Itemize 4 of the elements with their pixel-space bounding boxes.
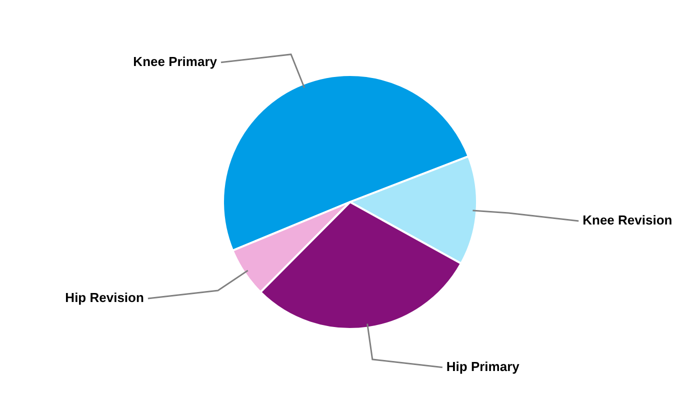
slice-label: Knee Primary: [133, 54, 218, 69]
slice-label: Knee Revision: [582, 212, 672, 228]
slice-label: Hip Revision: [65, 290, 144, 306]
slice-label: Hip Primary: [446, 358, 520, 374]
